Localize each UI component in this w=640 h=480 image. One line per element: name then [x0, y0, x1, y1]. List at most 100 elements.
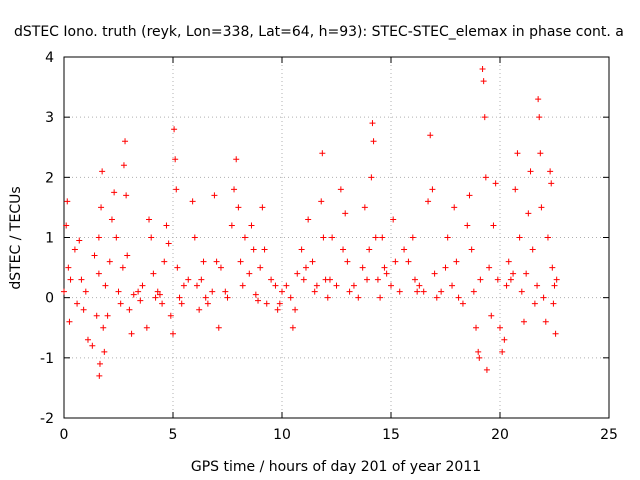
- data-point: [429, 186, 436, 193]
- data-point: [477, 276, 484, 283]
- data-point: [124, 252, 131, 259]
- data-point: [444, 234, 451, 241]
- data-point: [542, 318, 549, 325]
- data-point: [480, 78, 487, 85]
- y-tick-label: 0: [45, 291, 54, 307]
- data-point: [396, 288, 403, 295]
- data-point: [368, 174, 375, 181]
- data-point: [442, 264, 449, 271]
- data-point: [355, 294, 362, 301]
- data-point: [305, 216, 312, 223]
- y-tick-label: 4: [45, 50, 54, 66]
- data-point: [548, 180, 555, 187]
- data-point: [241, 234, 248, 241]
- data-point: [553, 276, 560, 283]
- data-point: [173, 186, 180, 193]
- data-point: [198, 276, 205, 283]
- data-point: [505, 258, 512, 265]
- data-point: [319, 150, 326, 157]
- data-point: [93, 312, 100, 319]
- data-point: [544, 234, 551, 241]
- data-point: [377, 294, 384, 301]
- data-point: [379, 234, 386, 241]
- data-point: [494, 276, 501, 283]
- data-point: [120, 162, 127, 169]
- data-point: [148, 234, 155, 241]
- data-point: [217, 264, 224, 271]
- data-point: [228, 222, 235, 229]
- y-tick-label: -1: [40, 351, 54, 367]
- data-point: [146, 216, 153, 223]
- data-point: [193, 282, 200, 289]
- x-tick-label: 5: [169, 427, 178, 443]
- data-point: [167, 312, 174, 319]
- data-point: [549, 264, 556, 271]
- data-point: [130, 291, 137, 298]
- data-point: [427, 132, 434, 139]
- data-point: [115, 288, 122, 295]
- data-point: [171, 126, 178, 133]
- data-point: [250, 246, 257, 253]
- data-point: [438, 288, 445, 295]
- data-point: [202, 294, 209, 301]
- data-points: [61, 66, 560, 379]
- data-point: [283, 282, 290, 289]
- data-point: [492, 180, 499, 187]
- data-point: [106, 258, 113, 265]
- data-point: [298, 246, 305, 253]
- data-point: [318, 198, 325, 205]
- y-axis-label: dSTEC / TECUs: [8, 186, 24, 289]
- data-point: [324, 294, 331, 301]
- data-point: [364, 276, 371, 283]
- data-point: [231, 186, 238, 193]
- data-point: [344, 258, 351, 265]
- data-point: [239, 282, 246, 289]
- data-point: [340, 246, 347, 253]
- data-point: [411, 276, 418, 283]
- x-tick-label: 10: [273, 427, 291, 443]
- data-point: [65, 264, 72, 271]
- data-point: [257, 264, 264, 271]
- data-point: [96, 372, 103, 379]
- data-point: [165, 240, 172, 247]
- data-point: [359, 264, 366, 271]
- data-point: [66, 318, 73, 325]
- chart-title: dSTEC Iono. truth (reyk, Lon=338, Lat=64…: [14, 24, 624, 40]
- data-point: [170, 330, 176, 337]
- data-point: [279, 288, 285, 295]
- data-point: [255, 297, 262, 304]
- data-point: [370, 138, 377, 145]
- data-point: [535, 96, 542, 103]
- data-point: [294, 270, 301, 277]
- data-point: [326, 276, 333, 283]
- data-point: [433, 294, 440, 301]
- data-point: [74, 300, 81, 307]
- data-point: [490, 222, 497, 229]
- data-point: [95, 234, 102, 241]
- data-point: [191, 234, 198, 241]
- data-point: [180, 282, 187, 289]
- data-point: [320, 234, 327, 241]
- x-axis-label: GPS time / hours of day 201 of year 2011: [191, 459, 481, 475]
- data-point: [98, 204, 105, 211]
- data-point: [540, 294, 547, 301]
- data-point: [550, 300, 557, 307]
- y-tick-label: 1: [45, 231, 54, 247]
- data-point: [453, 258, 460, 265]
- data-point: [507, 276, 514, 283]
- data-point: [552, 330, 559, 337]
- data-point: [63, 222, 70, 229]
- data-point: [381, 264, 388, 271]
- data-point: [204, 300, 211, 307]
- data-point: [237, 258, 244, 265]
- data-point: [527, 168, 534, 175]
- data-point: [337, 186, 344, 193]
- data-point: [78, 276, 85, 283]
- data-point: [137, 297, 144, 304]
- data-point: [276, 300, 283, 307]
- data-point: [516, 234, 523, 241]
- data-point: [416, 282, 423, 289]
- data-point: [96, 360, 103, 367]
- data-point: [272, 282, 279, 289]
- data-point: [213, 258, 220, 265]
